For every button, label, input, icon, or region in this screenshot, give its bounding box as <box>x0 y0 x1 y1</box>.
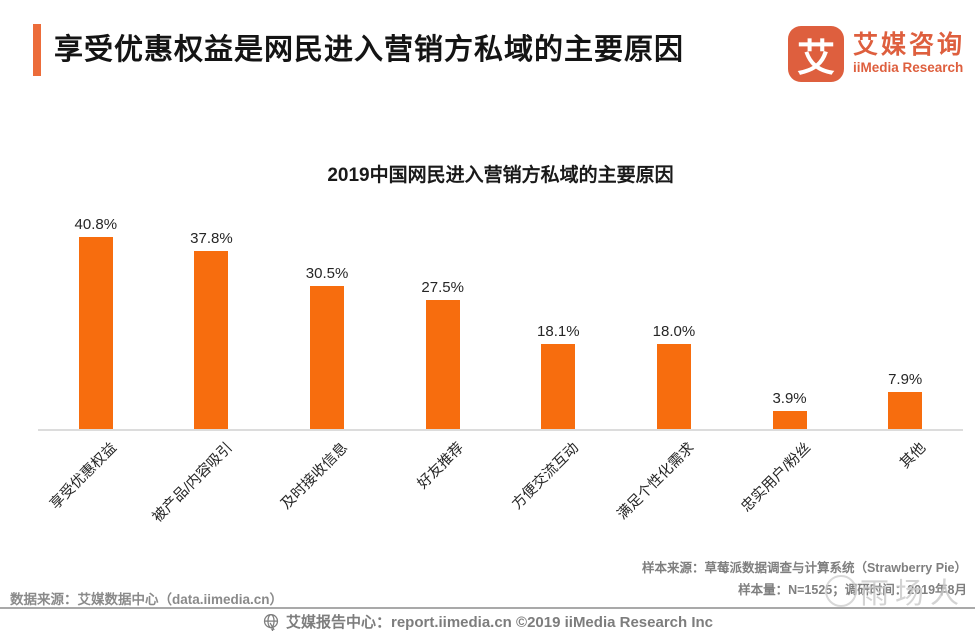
bar <box>425 299 460 429</box>
category-label-cell: 方便交流互动 <box>501 431 617 571</box>
bar-value-label: 3.9% <box>772 389 807 407</box>
logo-name-cn: 艾媒咨询 <box>852 30 965 59</box>
iimedia-logo: 艾 艾媒咨询 iiMedia Research <box>787 26 965 82</box>
bar-value-label: 37.8% <box>190 230 233 248</box>
logo-name-en: iiMedia Research <box>852 60 964 76</box>
category-label-cell: 其他 <box>847 431 963 571</box>
bar <box>310 285 345 429</box>
bar-column: 37.8% <box>154 201 270 429</box>
title-block: 享受优惠权益是网民进入营销方私域的主要原因 <box>33 24 684 76</box>
bar <box>541 343 576 429</box>
category-label: 享受优惠权益 <box>47 439 120 513</box>
category-label-cell: 好友推荐 <box>385 431 501 571</box>
logo-text: 艾媒咨询 iiMedia Research <box>852 30 965 76</box>
category-label-cell: 被产品/内容吸引 <box>150 431 270 571</box>
bar-value-label: 18.1% <box>537 322 580 340</box>
bar-column: 18.1% <box>501 201 617 429</box>
bar-value-label: 18.0% <box>652 323 696 341</box>
data-source-note: 数据来源：艾媒数据中心（data.iimedia.cn） <box>10 592 284 607</box>
category-label: 及时接收信息 <box>278 439 352 513</box>
bar-value-label: 40.8% <box>74 216 118 234</box>
category-label: 好友推荐 <box>414 439 467 493</box>
sample-note: 样本来源：草莓派数据调查与计算系统（Strawberry Pie） 样本量：N=… <box>642 558 967 602</box>
category-label: 被产品/内容吸引 <box>149 439 236 526</box>
bar <box>772 410 807 429</box>
bar-value-label: 7.9% <box>888 370 923 388</box>
bar-column: 27.5% <box>385 201 501 429</box>
bar <box>194 251 229 429</box>
footer-divider <box>0 607 975 609</box>
category-label-cell: 及时接收信息 <box>269 431 385 571</box>
category-label-cell: 满足个性化需求 <box>615 431 732 571</box>
bar-column: 7.9% <box>847 201 963 429</box>
category-label-cell: 享受优惠权益 <box>38 431 154 571</box>
page-title: 享受优惠权益是网民进入营销方私域的主要原因 <box>54 34 685 66</box>
category-label-cell: 忠实用户/粉丝 <box>732 431 848 571</box>
globe-icon <box>263 613 279 631</box>
chart-title: 2019中国网民进入营销方私域的主要原因 <box>327 165 674 186</box>
bar-column: 30.5% <box>269 201 385 429</box>
bar-chart: 2019中国网民进入营销方私域的主要原因 40.8% 37.8% 30.5% 27.5… <box>38 160 963 571</box>
bar-column: 3.9% <box>732 201 848 429</box>
category-label: 满足个性化需求 <box>614 439 699 523</box>
title-accent-bar <box>33 24 41 76</box>
chart-plot-area: 40.8% 37.8% 30.5% 27.5% 18.1% 18.0% 3.9% 7.9% <box>38 201 963 431</box>
bar-value-label: 30.5% <box>305 264 349 282</box>
footer: 艾媒报告中心：report.iimedia.cn ©2019 iiMedia R… <box>0 611 975 632</box>
header: 享受优惠权益是网民进入营销方私域的主要原因 艾 艾媒咨询 iiMedia Res… <box>33 24 965 82</box>
category-label: 方便交流互动 <box>509 439 583 513</box>
bar-value-label: 27.5% <box>421 278 464 296</box>
bar <box>888 391 923 429</box>
iimedia-logo-icon: 艾 <box>787 26 844 82</box>
category-label: 忠实用户/粉丝 <box>738 439 814 516</box>
category-label: 其他 <box>897 439 930 472</box>
bar <box>78 237 113 429</box>
sample-info-line: 样本量：N=1525；调研时间：2019年8月 <box>738 582 967 597</box>
chart-category-axis: 享受优惠权益 被产品/内容吸引 及时接收信息 好友推荐 方便交流互动 满足个性化需求 忠实用… <box>38 431 963 571</box>
bar <box>656 344 691 429</box>
footer-text: 艾媒报告中心：report.iimedia.cn ©2019 iiMedia R… <box>285 614 714 631</box>
bar-column: 18.0% <box>616 201 732 429</box>
sample-source-line: 样本来源：草莓派数据调查与计算系统（Strawberry Pie） <box>641 561 967 575</box>
bar-column: 40.8% <box>38 201 154 429</box>
